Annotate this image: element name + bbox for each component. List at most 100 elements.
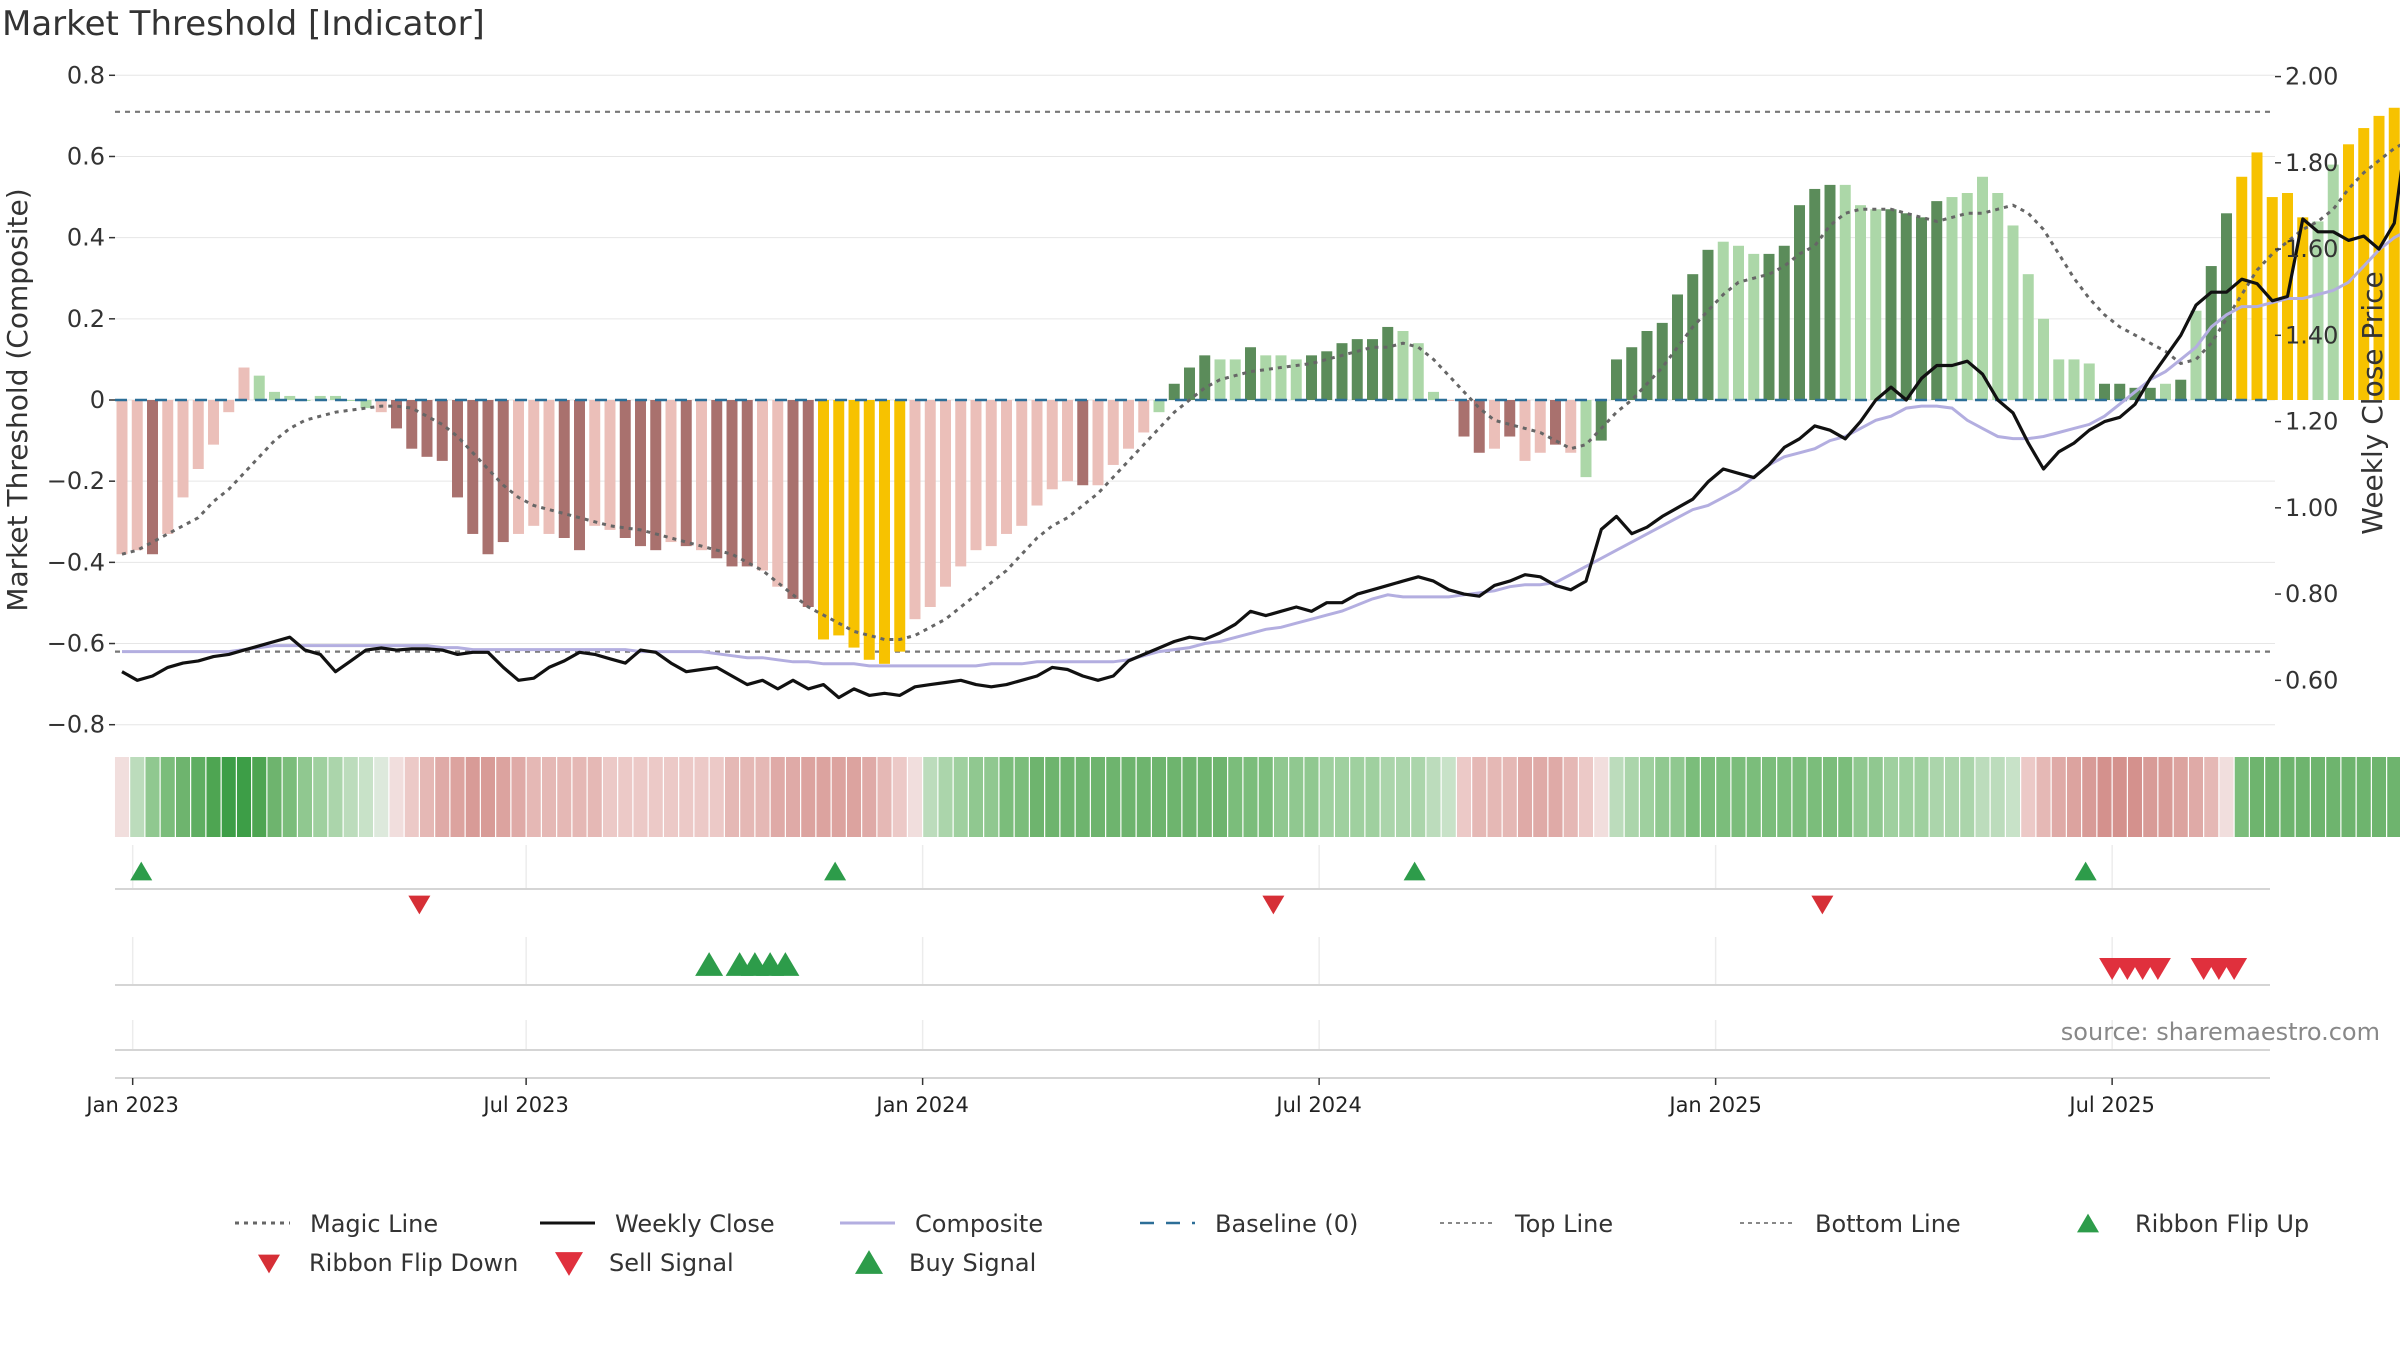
ribbon-cell	[2356, 757, 2371, 837]
composite-bar	[1809, 188, 1821, 400]
ribbon-cell	[1243, 757, 1258, 837]
ribbon-cell	[2112, 757, 2127, 837]
composite-bar	[1550, 400, 1561, 445]
ribbon-cell	[1228, 757, 1243, 837]
composite-bar	[543, 400, 555, 534]
composite-bar	[1656, 322, 1668, 400]
ribbon-flip-down-marker	[1262, 895, 1285, 915]
ribbon-cell	[1060, 757, 1075, 837]
ribbon-cell	[633, 757, 648, 837]
ribbon-cell	[694, 757, 709, 837]
composite-bar	[1992, 193, 2004, 400]
ribbon-cell	[2249, 757, 2265, 837]
ribbon-cell	[2143, 757, 2158, 837]
composite-bar	[1626, 347, 1638, 400]
ribbon-cell	[221, 757, 236, 837]
right-tick-label: 1.40	[2285, 321, 2338, 349]
legend-label: Magic Line	[310, 1210, 438, 1238]
ribbon-cell	[1304, 757, 1319, 837]
composite-bar	[1260, 355, 1272, 400]
source-note: source: sharemaestro.com	[2061, 1018, 2380, 1046]
ribbon-cell	[770, 757, 785, 837]
x-tick-label: Jan 2024	[874, 1093, 969, 1117]
composite-bar	[589, 400, 601, 526]
composite-bar	[1717, 241, 1729, 400]
composite-bar	[2160, 383, 2171, 400]
ribbon-cell	[1853, 757, 1868, 837]
composite-bar	[741, 400, 753, 567]
composite-bar	[1016, 400, 1028, 526]
composite-bar	[1977, 176, 1988, 400]
ribbon-cell	[846, 757, 862, 837]
ribbon-cell	[1838, 757, 1853, 837]
composite-bar	[665, 400, 677, 543]
ribbon-cell	[2219, 757, 2234, 837]
ribbon-cell	[2204, 757, 2219, 837]
composite-bar	[1748, 253, 1760, 400]
composite-bar	[2190, 310, 2202, 400]
composite-bar	[726, 400, 738, 567]
composite-bar	[2114, 383, 2126, 400]
ribbon-cell	[1746, 757, 1761, 837]
ribbon-cell	[679, 757, 694, 837]
buy-signal-marker	[771, 952, 800, 976]
composite-bar	[1824, 184, 1836, 400]
composite-bar	[818, 400, 829, 640]
ribbon-cell	[1411, 757, 1426, 837]
composite-bar	[1290, 359, 1302, 400]
ribbon-cell	[1685, 757, 1700, 837]
ribbon-cell	[374, 757, 389, 837]
ribbon-cell	[1045, 757, 1060, 837]
composite-bar	[1931, 201, 1943, 400]
ribbon-cell	[2005, 757, 2021, 837]
x-tick-label: Jul 2025	[2067, 1093, 2154, 1117]
ribbon-cell	[816, 757, 831, 837]
legend-swatch-ribbon-flip-down	[258, 1254, 280, 1274]
ribbon-cell	[343, 757, 358, 837]
composite-bar	[2205, 266, 2217, 400]
x-tick-label: Jul 2024	[1274, 1093, 1361, 1117]
composite-bar	[1946, 197, 1958, 400]
ribbon-cell	[572, 757, 587, 837]
legend-label: Sell Signal	[609, 1249, 734, 1277]
ribbon-cell	[2265, 757, 2280, 837]
ribbon-cell	[206, 757, 221, 837]
ribbon-cell	[1822, 757, 1838, 837]
composite-bar	[1504, 400, 1516, 437]
composite-bar	[1534, 400, 1546, 453]
x-tick-label: Jan 2025	[1667, 1093, 1762, 1117]
ribbon-cell	[1075, 757, 1090, 837]
legend-label: Weekly Close	[615, 1210, 775, 1238]
ribbon-cell	[1258, 757, 1273, 837]
composite-bar	[147, 400, 158, 555]
ribbon-cell	[999, 757, 1014, 837]
composite-bar	[1961, 193, 1973, 400]
ribbon-flip-up-marker	[1403, 861, 1426, 881]
composite-bar	[467, 400, 479, 534]
ribbon-cell	[2036, 757, 2051, 837]
composite-bar	[1641, 331, 1653, 400]
ribbon-cell	[968, 757, 984, 837]
composite-bar	[558, 400, 570, 538]
left-tick-label: −0.8	[47, 711, 105, 739]
ribbon-cell	[1319, 757, 1334, 837]
ribbon-cell	[938, 757, 953, 837]
composite-bar	[2221, 213, 2232, 400]
ribbon-flip-up-marker	[824, 861, 847, 881]
composite-bar	[1672, 294, 1683, 400]
ribbon-cell	[862, 757, 877, 837]
ribbon-cell	[435, 757, 450, 837]
ribbon-cell	[1777, 757, 1792, 837]
composite-bar	[894, 400, 906, 652]
composite-bar	[1916, 217, 1927, 400]
ribbon-cell	[663, 757, 679, 837]
ribbon-cell	[602, 757, 618, 837]
composite-bar	[1168, 383, 1180, 400]
left-tick-label: 0	[90, 386, 105, 414]
legend-label: Baseline (0)	[1215, 1210, 1358, 1238]
composite-bar	[238, 367, 250, 400]
composite-bar	[787, 400, 799, 599]
ribbon-cell	[1868, 757, 1883, 837]
composite-bar	[2236, 176, 2248, 400]
ribbon-cell	[1609, 757, 1624, 837]
